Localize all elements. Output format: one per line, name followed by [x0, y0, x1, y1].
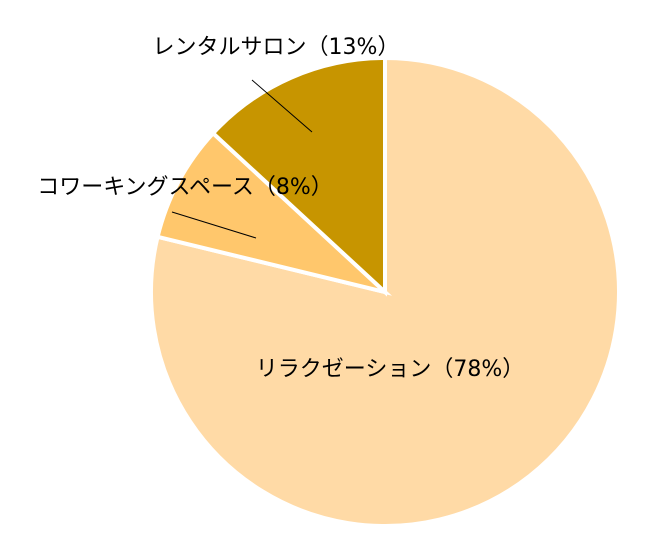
- slice-label: リラクゼーション（78%）: [256, 357, 524, 382]
- pie-slice: [155, 130, 393, 296]
- leader-line: [171, 211, 257, 239]
- leader-line: [251, 79, 313, 133]
- slice-label: レンタルサロン（13%）: [153, 35, 400, 60]
- pie-slice: [210, 55, 387, 297]
- slice-label: コワーキングスペース（8%）: [37, 175, 333, 200]
